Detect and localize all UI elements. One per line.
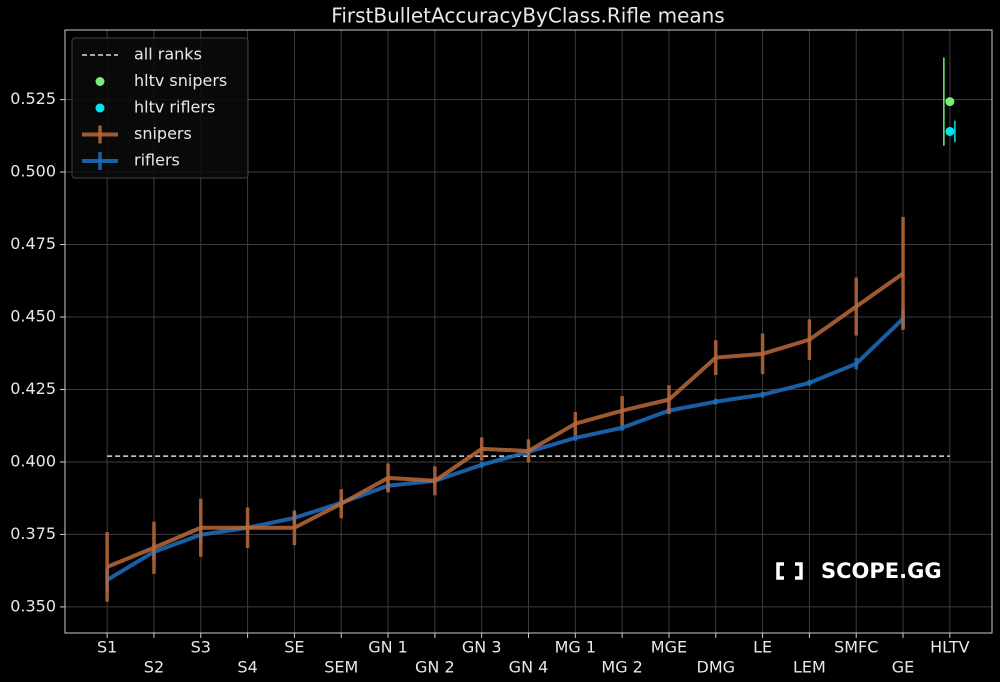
- x-tick-label: S1: [97, 638, 117, 657]
- legend-label: hltv snipers: [134, 71, 227, 90]
- x-tick-label: SEM: [324, 658, 358, 677]
- point: [945, 97, 955, 107]
- x-tick-label: HLTV: [930, 638, 970, 657]
- x-tick-label: LEM: [793, 658, 826, 677]
- x-tick-label: SMFC: [834, 638, 878, 657]
- legend-swatch: [95, 103, 105, 113]
- legend-label: snipers: [134, 124, 192, 143]
- x-tick-label: MG 1: [555, 638, 596, 657]
- legend-swatch: [95, 77, 105, 86]
- watermark: SCOPE.GG: [821, 559, 942, 583]
- y-tick-label: 0.375: [10, 524, 56, 543]
- y-tick-label: 0.500: [10, 162, 56, 181]
- x-tick-label: LE: [753, 638, 772, 657]
- x-tick-label: DMG: [697, 658, 736, 677]
- y-tick-label: 0.350: [10, 596, 56, 615]
- y-tick-label: 0.475: [10, 234, 56, 253]
- x-tick-label: S4: [237, 658, 257, 677]
- x-tick-label: MG 2: [601, 658, 642, 677]
- x-tick-label: GE: [892, 658, 915, 677]
- y-tick-label: 0.450: [10, 307, 56, 326]
- watermark-icon: [776, 562, 803, 580]
- x-tick-label: GN 3: [462, 638, 502, 657]
- x-tick-label: GN 2: [415, 658, 455, 677]
- chart-title: FirstBulletAccuracyByClass.Rifle means: [331, 4, 724, 28]
- legend-label: riflers: [134, 151, 180, 170]
- legend-label: hltv riflers: [134, 98, 215, 117]
- x-tick-label: GN 4: [509, 658, 549, 677]
- point: [945, 126, 955, 136]
- y-tick-label: 0.525: [10, 89, 56, 108]
- x-tick-label: GN 1: [368, 638, 408, 657]
- x-tick-label: S2: [144, 658, 164, 677]
- series-line: [106, 271, 905, 569]
- legend-box: [71, 37, 249, 179]
- x-tick-label: S3: [191, 638, 211, 657]
- plot-frame: [64, 29, 993, 634]
- legend-label: all ranks: [134, 45, 202, 64]
- x-tick-label: MGE: [651, 638, 687, 657]
- x-tick-label: SE: [284, 638, 304, 657]
- y-tick-label: 0.425: [10, 379, 56, 398]
- y-tick-label: 0.400: [10, 451, 56, 470]
